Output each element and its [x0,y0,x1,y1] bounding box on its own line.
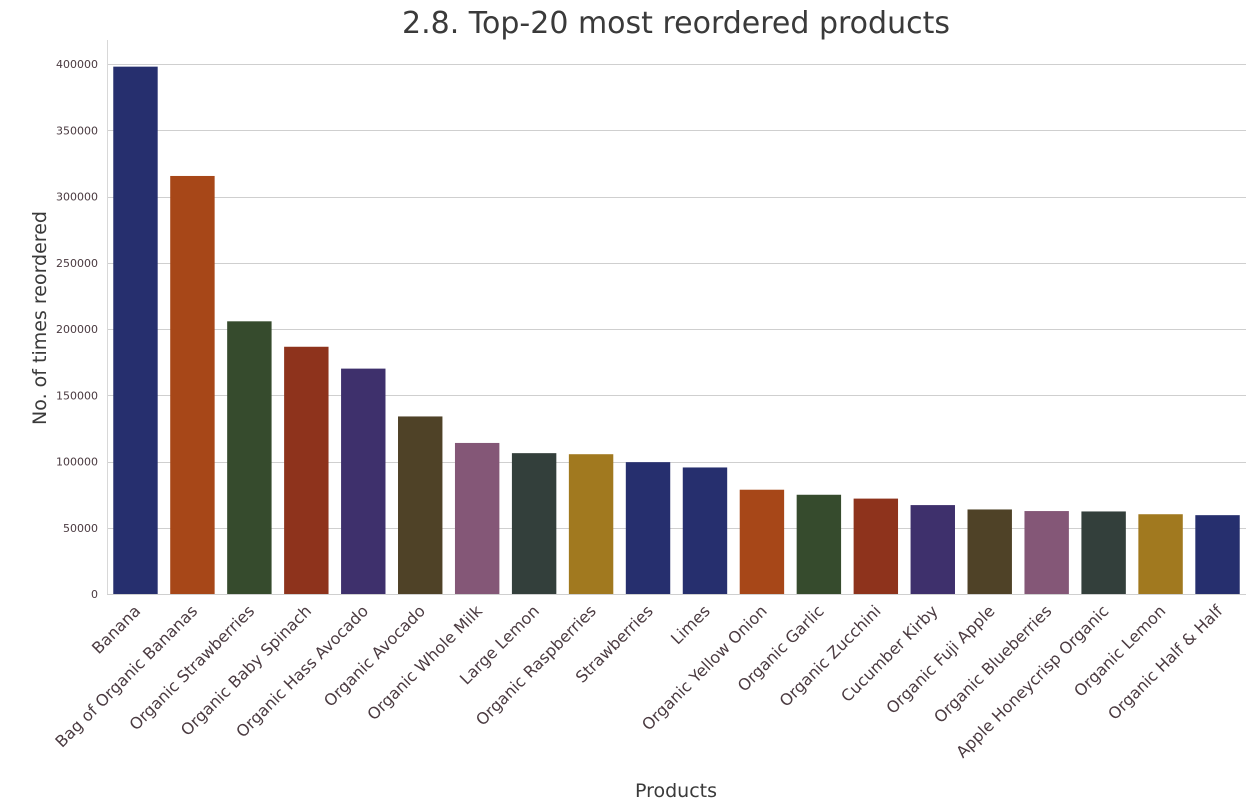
y-tick-label: 250000 [56,257,98,270]
bar [227,321,272,594]
x-tick-label: Limes [667,601,714,648]
bar [796,494,842,594]
bar [739,489,785,594]
bar [170,175,215,594]
y-tick-label: 400000 [56,58,98,71]
y-tick-label: 150000 [56,389,98,402]
x-tick-label: Organic Fuji Apple [882,601,998,717]
y-tick-label: 0 [91,588,98,601]
bar [625,462,671,594]
y-tick-label: 50000 [63,522,98,535]
bar [910,505,955,594]
y-tick-label: 350000 [56,124,98,137]
y-tick-label: 100000 [56,456,98,469]
y-tick-label: 200000 [56,323,98,336]
bar [454,442,500,594]
bars [113,66,1240,594]
bar [341,368,386,594]
y-axis-label: No. of times reordered [29,211,51,425]
x-tick-label: Cucumber Kirby [837,601,941,705]
bar [1138,514,1183,594]
bar [398,416,443,594]
gridlines [107,64,1246,595]
bar [113,66,158,594]
bar [1024,511,1069,594]
x-axis-label: Products [635,780,717,802]
bar [568,454,614,594]
x-tick-label: Organic Half & Half [1104,601,1226,723]
y-axis-ticks: 0 50000 100000 150000 200000 250000 300000 3500… [56,58,98,601]
chart-title: 2.8. Top-20 most reordered products [402,6,950,41]
bar [511,453,557,594]
bar [1081,511,1126,594]
bar [682,467,728,594]
bar [284,346,329,594]
y-tick-label: 300000 [56,191,98,204]
x-tick-label: Banana [88,601,144,657]
bar [1195,515,1240,594]
bar [853,498,899,594]
bar [967,509,1012,594]
x-tick-label: Organic Avocado [320,601,429,710]
x-tick-label: Organic Zucchini [776,601,885,710]
